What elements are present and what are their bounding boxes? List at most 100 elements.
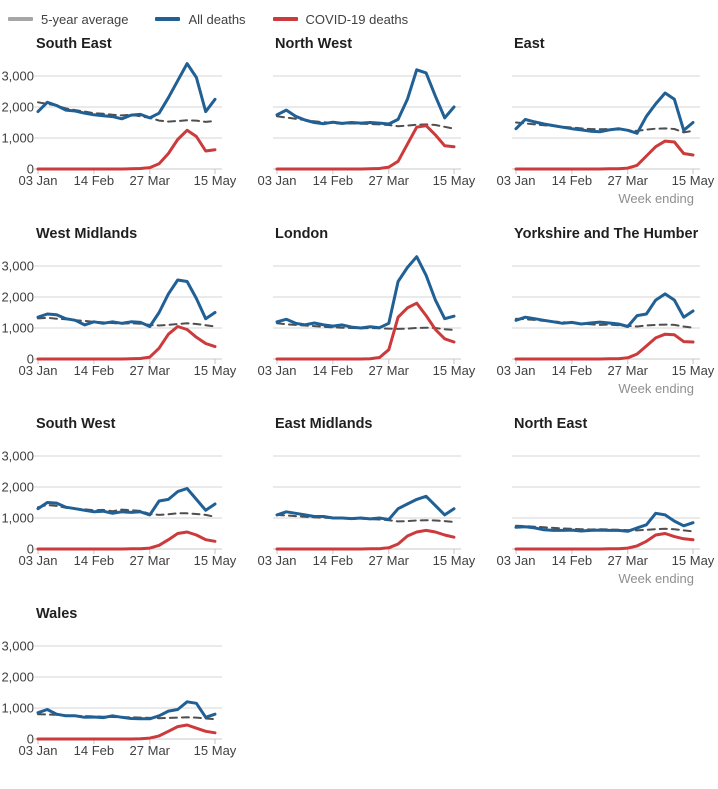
series-covid-line: [275, 528, 456, 551]
x-tick-label: 27 Mar: [369, 553, 410, 568]
legend-label: All deaths: [188, 11, 246, 27]
chart-wales: Wales 0 1,000 2,000 3,000 03 Jan 14 Feb 27 Mar…: [0, 599, 239, 789]
chart-north-west: North West 03 Jan 14 Feb 27 Mar 15 May: [239, 29, 478, 219]
line-chart: 03 Jan 14 Feb 27 Mar 15 May: [257, 255, 476, 378]
x-tick-label: 14 Feb: [313, 363, 353, 378]
x-tick-label: 03 Jan: [18, 553, 57, 568]
series-all-line: [275, 494, 456, 521]
x-tick-label: 03 Jan: [18, 363, 57, 378]
y-tick-label: 3,000: [1, 69, 34, 84]
series-all-line: [36, 487, 217, 517]
all-deaths-line-swatch: [155, 17, 181, 21]
x-tick-label: 14 Feb: [313, 173, 353, 188]
x-tick-label: 15 May: [194, 553, 237, 568]
series-covid-line: [36, 530, 217, 551]
chart-east: East 03 Jan 14 Feb 27 Mar 15 May Week endin…: [478, 29, 718, 219]
x-tick-label: 15 May: [194, 743, 237, 758]
x-tick-label: 14 Feb: [313, 553, 353, 568]
chart-title: East: [514, 36, 545, 52]
x-axis-label: Week ending: [618, 381, 694, 396]
x-tick-label: 27 Mar: [130, 363, 171, 378]
x-tick-label: 15 May: [672, 363, 715, 378]
line-chart: 03 Jan 14 Feb 27 Mar 15 May: [257, 68, 476, 188]
small-multiples-grid: South East 0 1,000 2,000 3,000 03 Jan 14 Feb 2…: [0, 29, 718, 789]
x-tick-label: 03 Jan: [496, 173, 535, 188]
x-tick-label: 27 Mar: [369, 363, 410, 378]
empty-cell: [239, 599, 478, 789]
x-tick-label: 03 Jan: [496, 363, 535, 378]
line-chart: 0 1,000 2,000 3,000 03 Jan 14 Feb 27 Mar 15 May: [1, 62, 237, 188]
x-tick-label: 03 Jan: [18, 743, 57, 758]
y-tick-label: 0: [27, 352, 34, 367]
x-tick-label: 14 Feb: [74, 363, 114, 378]
chart-north-east: North East 03 Jan 14 Feb 27 Mar 15 May Week…: [478, 409, 718, 599]
series-covid-line: [36, 723, 217, 741]
chart-title: North East: [514, 416, 588, 432]
x-tick-label: 03 Jan: [257, 173, 296, 188]
covid-19-deaths-line-swatch: [272, 17, 298, 21]
y-tick-label: 1,000: [1, 701, 34, 716]
series-all-line: [36, 62, 217, 121]
line-chart: 03 Jan 14 Feb 27 Mar 15 May: [257, 455, 476, 568]
series-all-line: [275, 255, 456, 330]
y-tick-label: 2,000: [1, 480, 34, 495]
legend-label: 5-year average: [41, 11, 129, 27]
x-tick-label: 03 Jan: [257, 553, 296, 568]
series-all-line: [36, 700, 217, 721]
series-covid-line: [275, 124, 456, 171]
line-chart: 03 Jan 14 Feb 27 Mar 15 May: [496, 75, 715, 188]
x-tick-label: 03 Jan: [496, 553, 535, 568]
x-tick-label: 14 Feb: [74, 743, 114, 758]
series-all-line: [514, 292, 695, 328]
chart-south-west: South West 0 1,000 2,000 3,000 03 Jan 14 Feb 2…: [0, 409, 239, 599]
x-tick-label: 14 Feb: [552, 553, 592, 568]
line-chart: 03 Jan 14 Feb 27 Mar 15 May: [496, 455, 715, 568]
legend-label: COVID-19 deaths: [305, 11, 409, 27]
x-tick-label: 15 May: [433, 363, 476, 378]
x-tick-label: 15 May: [433, 553, 476, 568]
legend-item-5-year-average: 5-year average: [8, 12, 128, 27]
y-tick-label: 3,000: [1, 639, 34, 654]
x-tick-label: 15 May: [672, 173, 715, 188]
y-tick-label: 0: [27, 542, 34, 557]
x-tick-label: 14 Feb: [74, 553, 114, 568]
y-tick-label: 0: [27, 162, 34, 177]
legend-item-covid-deaths: COVID-19 deaths: [272, 11, 409, 27]
series-covid-line: [275, 301, 456, 361]
series-covid-line: [514, 332, 695, 361]
series-covid-line: [514, 532, 695, 551]
x-tick-label: 27 Mar: [130, 553, 171, 568]
chart-title: North West: [275, 36, 353, 52]
chart-london: London 03 Jan 14 Feb 27 Mar 15 May: [239, 219, 478, 409]
x-tick-label: 27 Mar: [608, 363, 649, 378]
chart-yorkshire-and-the-humber: Yorkshire and The Humber 03 Jan 14 Feb 27 …: [478, 219, 718, 409]
chart-title: South East: [36, 36, 112, 52]
x-tick-label: 15 May: [433, 173, 476, 188]
chart-title: Wales: [36, 606, 78, 622]
empty-cell: [478, 599, 718, 789]
y-tick-label: 1,000: [1, 321, 34, 336]
x-tick-label: 14 Feb: [552, 363, 592, 378]
series-covid-line: [36, 128, 217, 171]
y-tick-label: 3,000: [1, 449, 34, 464]
x-tick-label: 15 May: [194, 363, 237, 378]
x-tick-label: 15 May: [194, 173, 237, 188]
x-tick-label: 03 Jan: [257, 363, 296, 378]
x-axis-label: Week ending: [618, 571, 694, 586]
y-tick-label: 0: [27, 732, 34, 747]
line-chart: 0 1,000 2,000 3,000 03 Jan 14 Feb 27 Mar 15 May: [1, 259, 237, 379]
series-avg-line: [37, 101, 216, 123]
chart-south-east: South East 0 1,000 2,000 3,000 03 Jan 14 Feb 2…: [0, 29, 239, 219]
series-covid-line: [36, 325, 217, 361]
y-tick-label: 2,000: [1, 290, 34, 305]
x-tick-label: 14 Feb: [74, 173, 114, 188]
series-all-line: [36, 278, 217, 328]
chart-west-midlands: West Midlands 0 1,000 2,000 3,000 03 Jan 14 F…: [0, 219, 239, 409]
x-tick-label: 27 Mar: [130, 743, 171, 758]
chart-title: East Midlands: [275, 416, 373, 432]
x-tick-label: 27 Mar: [608, 553, 649, 568]
chart-title: London: [275, 226, 329, 242]
x-tick-label: 27 Mar: [130, 173, 171, 188]
chart-legend: 5-year average All deaths COVID-19 death…: [0, 0, 718, 29]
series-all-line: [514, 511, 695, 533]
